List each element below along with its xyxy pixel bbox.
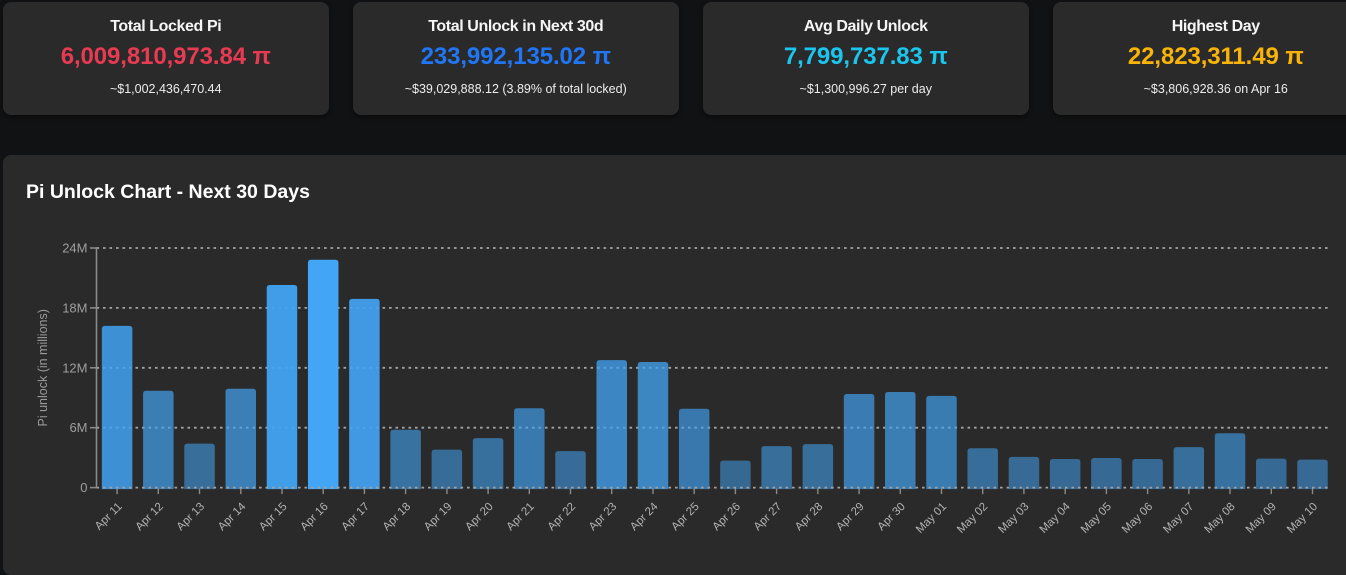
svg-text:Apr 13: Apr 13 — [175, 501, 207, 533]
svg-text:Apr 25: Apr 25 — [669, 501, 701, 533]
svg-text:18M: 18M — [62, 300, 87, 315]
svg-text:0: 0 — [80, 480, 87, 495]
svg-text:May 08: May 08 — [1202, 501, 1237, 536]
svg-text:Apr 17: Apr 17 — [340, 501, 372, 533]
svg-text:Apr 29: Apr 29 — [834, 501, 866, 533]
svg-text:Apr 14: Apr 14 — [216, 500, 249, 533]
svg-text:Apr 12: Apr 12 — [133, 501, 165, 533]
svg-text:May 10: May 10 — [1285, 501, 1320, 536]
svg-text:Apr 15: Apr 15 — [257, 501, 289, 533]
svg-text:Pi unlock (in millions): Pi unlock (in millions) — [36, 309, 50, 426]
svg-text:May 04: May 04 — [1038, 500, 1074, 536]
svg-text:6M: 6M — [69, 420, 87, 435]
svg-text:Apr 11: Apr 11 — [93, 501, 125, 533]
svg-text:May 07: May 07 — [1161, 501, 1196, 536]
svg-text:Apr 21: Apr 21 — [504, 501, 536, 533]
svg-text:May 03: May 03 — [996, 501, 1031, 536]
svg-text:Apr 20: Apr 20 — [463, 501, 495, 533]
svg-text:Apr 22: Apr 22 — [546, 501, 578, 533]
svg-text:May 01: May 01 — [914, 501, 949, 536]
svg-text:Apr 27: Apr 27 — [752, 501, 784, 533]
svg-text:Apr 26: Apr 26 — [711, 501, 743, 533]
svg-text:Apr 28: Apr 28 — [793, 501, 825, 533]
svg-text:Apr 16: Apr 16 — [298, 501, 330, 533]
svg-text:May 02: May 02 — [955, 501, 990, 536]
svg-text:24M: 24M — [62, 241, 87, 256]
svg-text:May 05: May 05 — [1079, 501, 1114, 536]
svg-text:Apr 30: Apr 30 — [875, 501, 907, 533]
svg-text:Apr 18: Apr 18 — [381, 501, 413, 533]
svg-text:May 09: May 09 — [1244, 501, 1279, 536]
svg-text:Apr 23: Apr 23 — [587, 501, 619, 533]
svg-text:Apr 24: Apr 24 — [628, 500, 661, 533]
svg-text:May 06: May 06 — [1120, 501, 1155, 536]
svg-text:Apr 19: Apr 19 — [422, 501, 454, 533]
svg-text:12M: 12M — [62, 360, 87, 375]
